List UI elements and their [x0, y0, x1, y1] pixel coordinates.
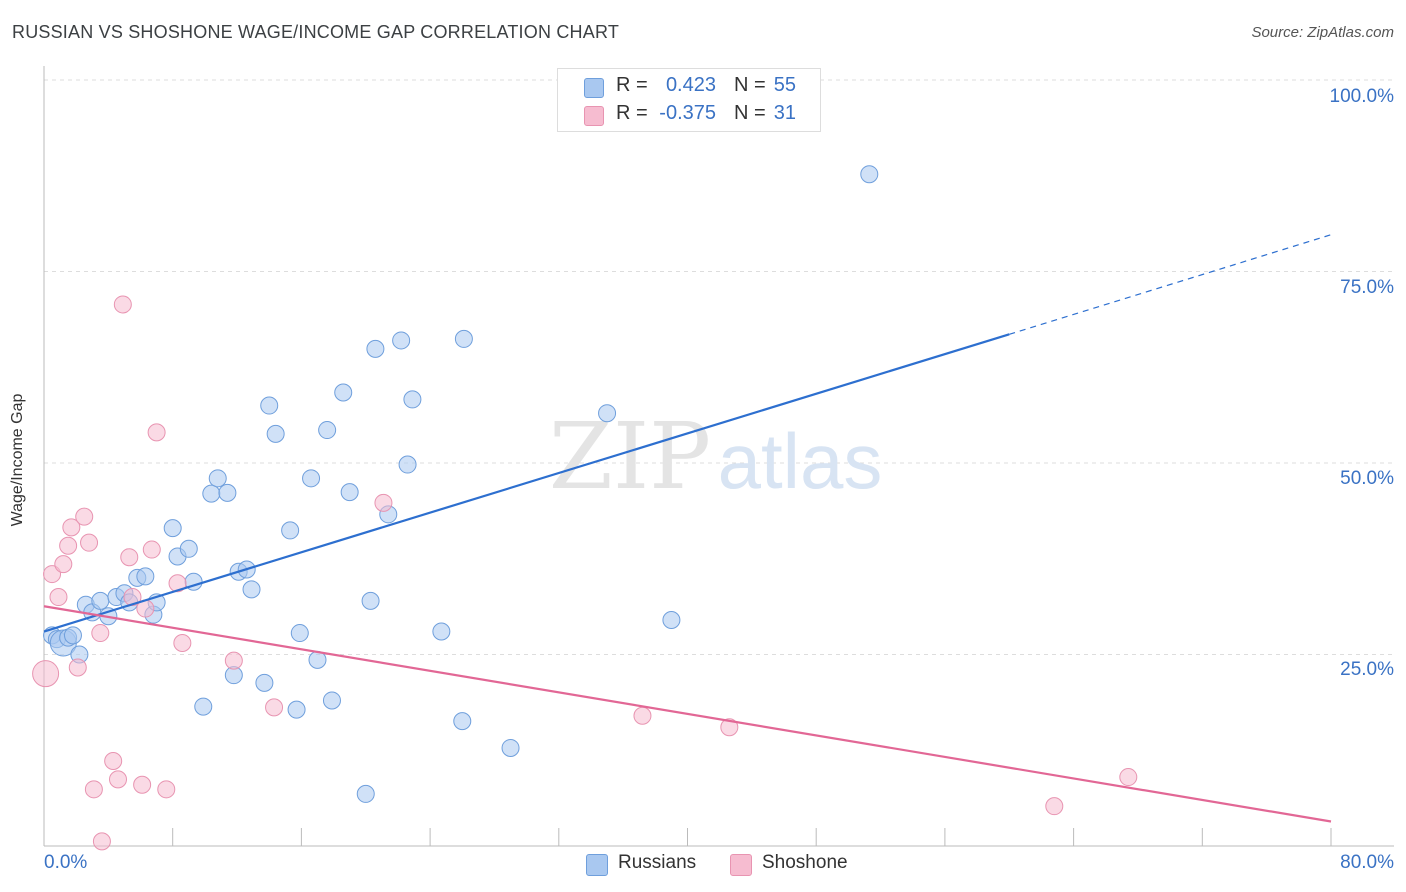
russians-point: [340, 483, 359, 502]
shoshone-point: [59, 536, 78, 555]
russians-point: [287, 700, 306, 719]
russians-point: [860, 165, 879, 184]
russians-point: [398, 455, 417, 474]
russians-point: [318, 421, 337, 440]
russians-point: [454, 329, 473, 348]
x-tick-label-max: 80.0%: [1340, 852, 1394, 873]
watermark-zip: ZIP: [549, 403, 711, 510]
shoshone-point: [1119, 768, 1138, 787]
r-label: R =: [616, 102, 648, 124]
shoshone-point: [91, 624, 110, 643]
russians-point: [290, 624, 309, 643]
r-label: R =: [616, 74, 648, 96]
russians-point: [356, 784, 375, 803]
shoshone-point: [54, 555, 73, 574]
russians-point: [392, 331, 411, 350]
shoshone-point: [92, 832, 111, 851]
n-value: 31: [773, 102, 796, 124]
shoshone-point: [49, 588, 68, 607]
stats-legend-row-shoshone: R = -0.375 N = 31: [558, 101, 820, 129]
shoshone-point: [80, 533, 99, 552]
n-label: N =: [734, 102, 766, 124]
shoshone-point: [173, 634, 192, 653]
russians-point: [302, 469, 321, 488]
russians-point: [163, 519, 182, 538]
shoshone-legend-swatch: [730, 854, 752, 876]
russians-trendline-extension: [1009, 234, 1332, 335]
shoshone-point: [109, 770, 128, 789]
shoshone-point: [1045, 797, 1064, 816]
n-value: 55: [773, 74, 796, 96]
y-tick-label-75: 75.0%: [1340, 277, 1394, 298]
russians-point: [281, 521, 300, 540]
russians-point: [334, 383, 353, 402]
shoshone-point: [123, 588, 142, 607]
shoshone-point: [68, 658, 87, 677]
russians-point: [501, 738, 520, 757]
russians-point: [403, 390, 422, 409]
y-tick-label-50: 50.0%: [1340, 468, 1394, 489]
shoshone-point: [43, 565, 62, 584]
russians-point: [136, 567, 155, 586]
source-label: Source: ZipAtlas.com: [1251, 24, 1394, 41]
shoshone-point: [168, 574, 187, 593]
shoshone-point: [75, 507, 94, 526]
russians-point: [202, 484, 221, 503]
russians-point: [322, 691, 341, 710]
y-tick-label-100: 100.0%: [1329, 86, 1394, 107]
shoshone-point: [84, 780, 103, 799]
r-value: 0.423: [665, 74, 716, 96]
russians-point: [453, 712, 472, 731]
shoshone-point: [147, 423, 166, 442]
russians-point: [255, 673, 274, 692]
russians-point: [366, 339, 385, 358]
shoshone-point: [157, 780, 176, 799]
chart-title: RUSSIAN VS SHOSHONE WAGE/INCOME GAP CORR…: [12, 22, 620, 42]
legend-label-shoshone: Shoshone: [762, 852, 848, 873]
russians-point: [63, 626, 82, 645]
legend-label-russians: Russians: [618, 852, 697, 873]
shoshone-point: [32, 660, 60, 688]
shoshone-point: [104, 751, 123, 770]
shoshone-point: [265, 698, 284, 717]
russians-swatch: [584, 78, 604, 98]
shoshone-point: [374, 493, 393, 512]
russians-point: [179, 539, 198, 558]
shoshone-point: [142, 540, 161, 559]
shoshone-swatch: [584, 106, 604, 126]
shoshone-point: [120, 548, 139, 567]
shoshone-point: [133, 775, 152, 794]
shoshone-trendline: [43, 605, 1332, 823]
y-tick-label-25: 25.0%: [1340, 659, 1394, 680]
shoshone-point: [113, 295, 132, 314]
shoshone-point: [62, 518, 81, 537]
watermark-atlas: atlas: [718, 417, 883, 505]
x-tick-label-min: 0.0%: [44, 852, 88, 873]
russians-point: [91, 591, 110, 610]
russians-point: [208, 469, 227, 488]
russians-point: [432, 622, 451, 641]
russians-point: [242, 580, 261, 599]
r-value: -0.375: [659, 102, 716, 124]
shoshone-point: [633, 706, 652, 725]
russians-point: [598, 404, 617, 423]
n-label: N =: [734, 74, 766, 96]
russians-point: [194, 697, 213, 716]
russians-point: [361, 591, 380, 610]
stats-legend: R = 0.423 N = 55 R = -0.375 N = 31: [557, 68, 821, 132]
russians-trendline: [43, 333, 1010, 633]
stats-legend-row-russians: R = 0.423 N = 55: [558, 73, 820, 101]
russians-point: [218, 483, 237, 502]
shoshone-point: [720, 718, 739, 737]
russians-point: [266, 424, 285, 443]
russians-legend-swatch: [586, 854, 608, 876]
russians-point: [260, 396, 279, 415]
shoshone-point: [224, 651, 243, 670]
russians-point: [662, 611, 681, 630]
